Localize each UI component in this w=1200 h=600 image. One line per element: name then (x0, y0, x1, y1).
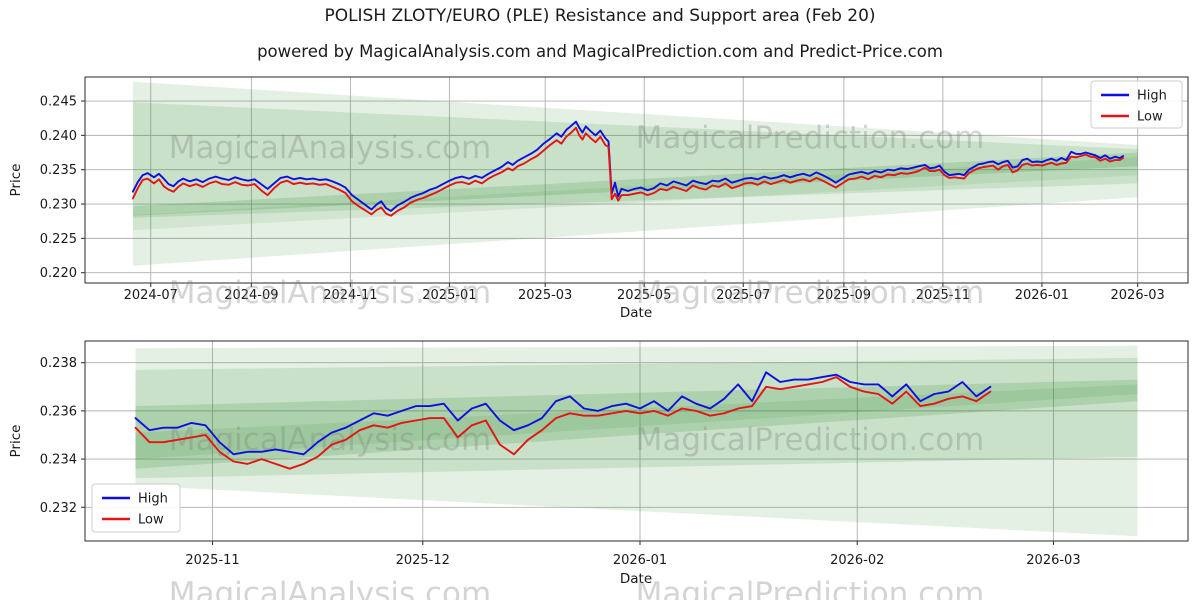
watermark-text: MagicalAnalysis.com (169, 576, 491, 600)
band-polygon (135, 384, 1138, 460)
x-axis: 2025-11 2025-12 2026-01 2026-02 2026-03 Date (185, 541, 1081, 587)
chart-subtitle: powered by MagicalAnalysis.com and Magic… (257, 42, 943, 61)
y-tick-label: 0.235 (40, 163, 77, 178)
x-tick-label: 2026-01 (1015, 288, 1069, 303)
y-axis-label: Price (8, 425, 24, 458)
x-axis-label: Date (620, 305, 652, 321)
band-polygon (135, 345, 1138, 537)
x-tick-label: 2026-01 (613, 553, 667, 568)
x-tick-label: 2025-12 (396, 553, 450, 568)
band-polygon (135, 357, 1138, 479)
x-tick-label: 2025-05 (617, 288, 671, 303)
grid (85, 341, 1188, 541)
watermark-text: MagicalAnalysis.com (169, 130, 491, 166)
x-tick-label: 2026-03 (1111, 288, 1165, 303)
low-line (131, 126, 1125, 217)
bottom-chart: MagicalAnalysis.com MagicalPrediction.com… (8, 340, 1189, 587)
watermark-text: MagicalPrediction.com (636, 275, 985, 311)
high-line (134, 371, 992, 456)
x-tick-label: 2024-09 (224, 288, 278, 303)
y-tick-label: 0.225 (40, 232, 77, 247)
x-axis: 2024-07 2024-09 2024-11 2025-01 2025-03 2025-… (124, 283, 1165, 321)
y-tick-label: 0.240 (40, 129, 77, 144)
y-axis-label: Price (8, 164, 24, 197)
y-tick-label: 0.238 (40, 356, 77, 371)
x-tick-label: 2025-07 (716, 288, 770, 303)
legend: High Low (91, 483, 181, 533)
high-line (131, 120, 1125, 212)
watermark-text: MagicalAnalysis.com (169, 275, 491, 311)
x-tick-label: 2025-09 (817, 288, 871, 303)
support-resistance-bands (135, 345, 1138, 537)
chart-title: POLISH ZLOTY/EURO (PLE) Resistance and S… (324, 6, 876, 26)
watermark-text: MagicalPrediction.com (636, 120, 985, 156)
x-tick-label: 2025-11 (916, 288, 970, 303)
top-chart: MagicalAnalysis.com MagicalPrediction.com… (8, 76, 1189, 321)
x-axis-label: Date (620, 571, 652, 587)
x-tick-label: 2025-01 (422, 288, 476, 303)
plot-border (84, 340, 1189, 542)
y-tick-label: 0.232 (40, 501, 77, 516)
y-axis: 0.220 0.225 0.230 0.235 0.240 0.245 Price (8, 95, 85, 281)
y-tick-label: 0.245 (40, 95, 77, 110)
y-tick-label: 0.234 (40, 453, 77, 468)
legend-low-label: Low (1137, 110, 1163, 125)
x-tick-label: 2025-11 (185, 553, 239, 568)
band-polygon (132, 102, 1138, 218)
low-line (134, 376, 992, 470)
y-tick-label: 0.220 (40, 266, 77, 281)
y-axis: 0.232 0.234 0.236 0.238 Price (8, 356, 85, 516)
x-tick-label: 2024-07 (124, 288, 178, 303)
band-polygon (135, 379, 1138, 469)
legend-low-label: Low (138, 513, 164, 528)
grid (85, 77, 1188, 283)
legend: High Low (1090, 80, 1183, 129)
x-tick-label: 2026-03 (1026, 553, 1080, 568)
x-tick-label: 2026-02 (830, 553, 884, 568)
watermark-text: MagicalAnalysis.com (169, 422, 491, 458)
legend-high-label: High (1137, 89, 1167, 104)
band-polygon (132, 81, 1138, 266)
band-polygon (132, 152, 1138, 216)
x-tick-label: 2025-03 (518, 288, 572, 303)
figure-watermarks: MagicalAnalysis.com MagicalPrediction.com… (169, 275, 985, 600)
plot-border (84, 76, 1189, 284)
y-tick-label: 0.236 (40, 404, 77, 419)
legend-high-label: High (138, 492, 168, 507)
y-tick-label: 0.230 (40, 198, 77, 213)
watermark-text: MagicalPrediction.com (636, 422, 985, 458)
watermark-text: MagicalPrediction.com (636, 576, 985, 600)
x-tick-label: 2024-11 (323, 288, 377, 303)
